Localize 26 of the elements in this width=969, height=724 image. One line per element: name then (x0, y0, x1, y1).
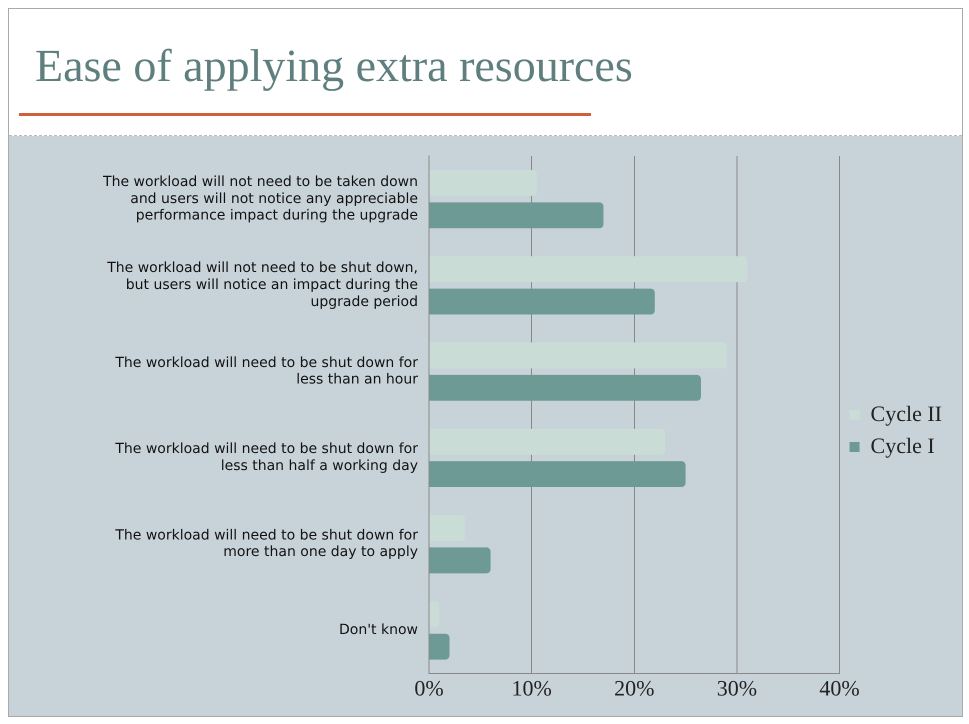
x-tick-label: 0% (414, 676, 444, 701)
x-tick-label: 30% (716, 676, 758, 701)
bar (430, 634, 450, 660)
y-tick-label: The workload will not need to be shut down, but users will notice an impact during the upgrade period (106, 260, 418, 310)
y-tick-label: The workload will need to be shut down for less than half a working day (114, 441, 418, 474)
x-tick-label: 40% (819, 676, 860, 701)
bar (430, 342, 727, 368)
bar (430, 428, 666, 455)
y-tick-label: Don't know (338, 622, 418, 638)
bar (430, 170, 537, 196)
chart-title: Ease of applying extra resources (35, 39, 633, 92)
x-tick-label: 10% (511, 676, 552, 701)
y-tick-label: The workload will need to be shut down for more than one day to apply (114, 527, 418, 560)
bar (430, 547, 491, 574)
legend-label: Cycle I (870, 432, 935, 458)
y-tick-label: The workload will need to be shut down for less than an hour (114, 354, 418, 388)
bar (430, 515, 465, 541)
bar (430, 256, 748, 282)
bar (430, 601, 440, 628)
bar (430, 202, 604, 228)
bar (430, 288, 655, 315)
bar (430, 461, 686, 488)
bar (430, 374, 701, 401)
x-tick-label: 20% (614, 676, 654, 701)
legend-label: Cycle II (870, 400, 942, 426)
y-tick-label: The workload will not need to be taken down and users will not notice any appreciable performance impact during the upgrade (102, 174, 418, 224)
